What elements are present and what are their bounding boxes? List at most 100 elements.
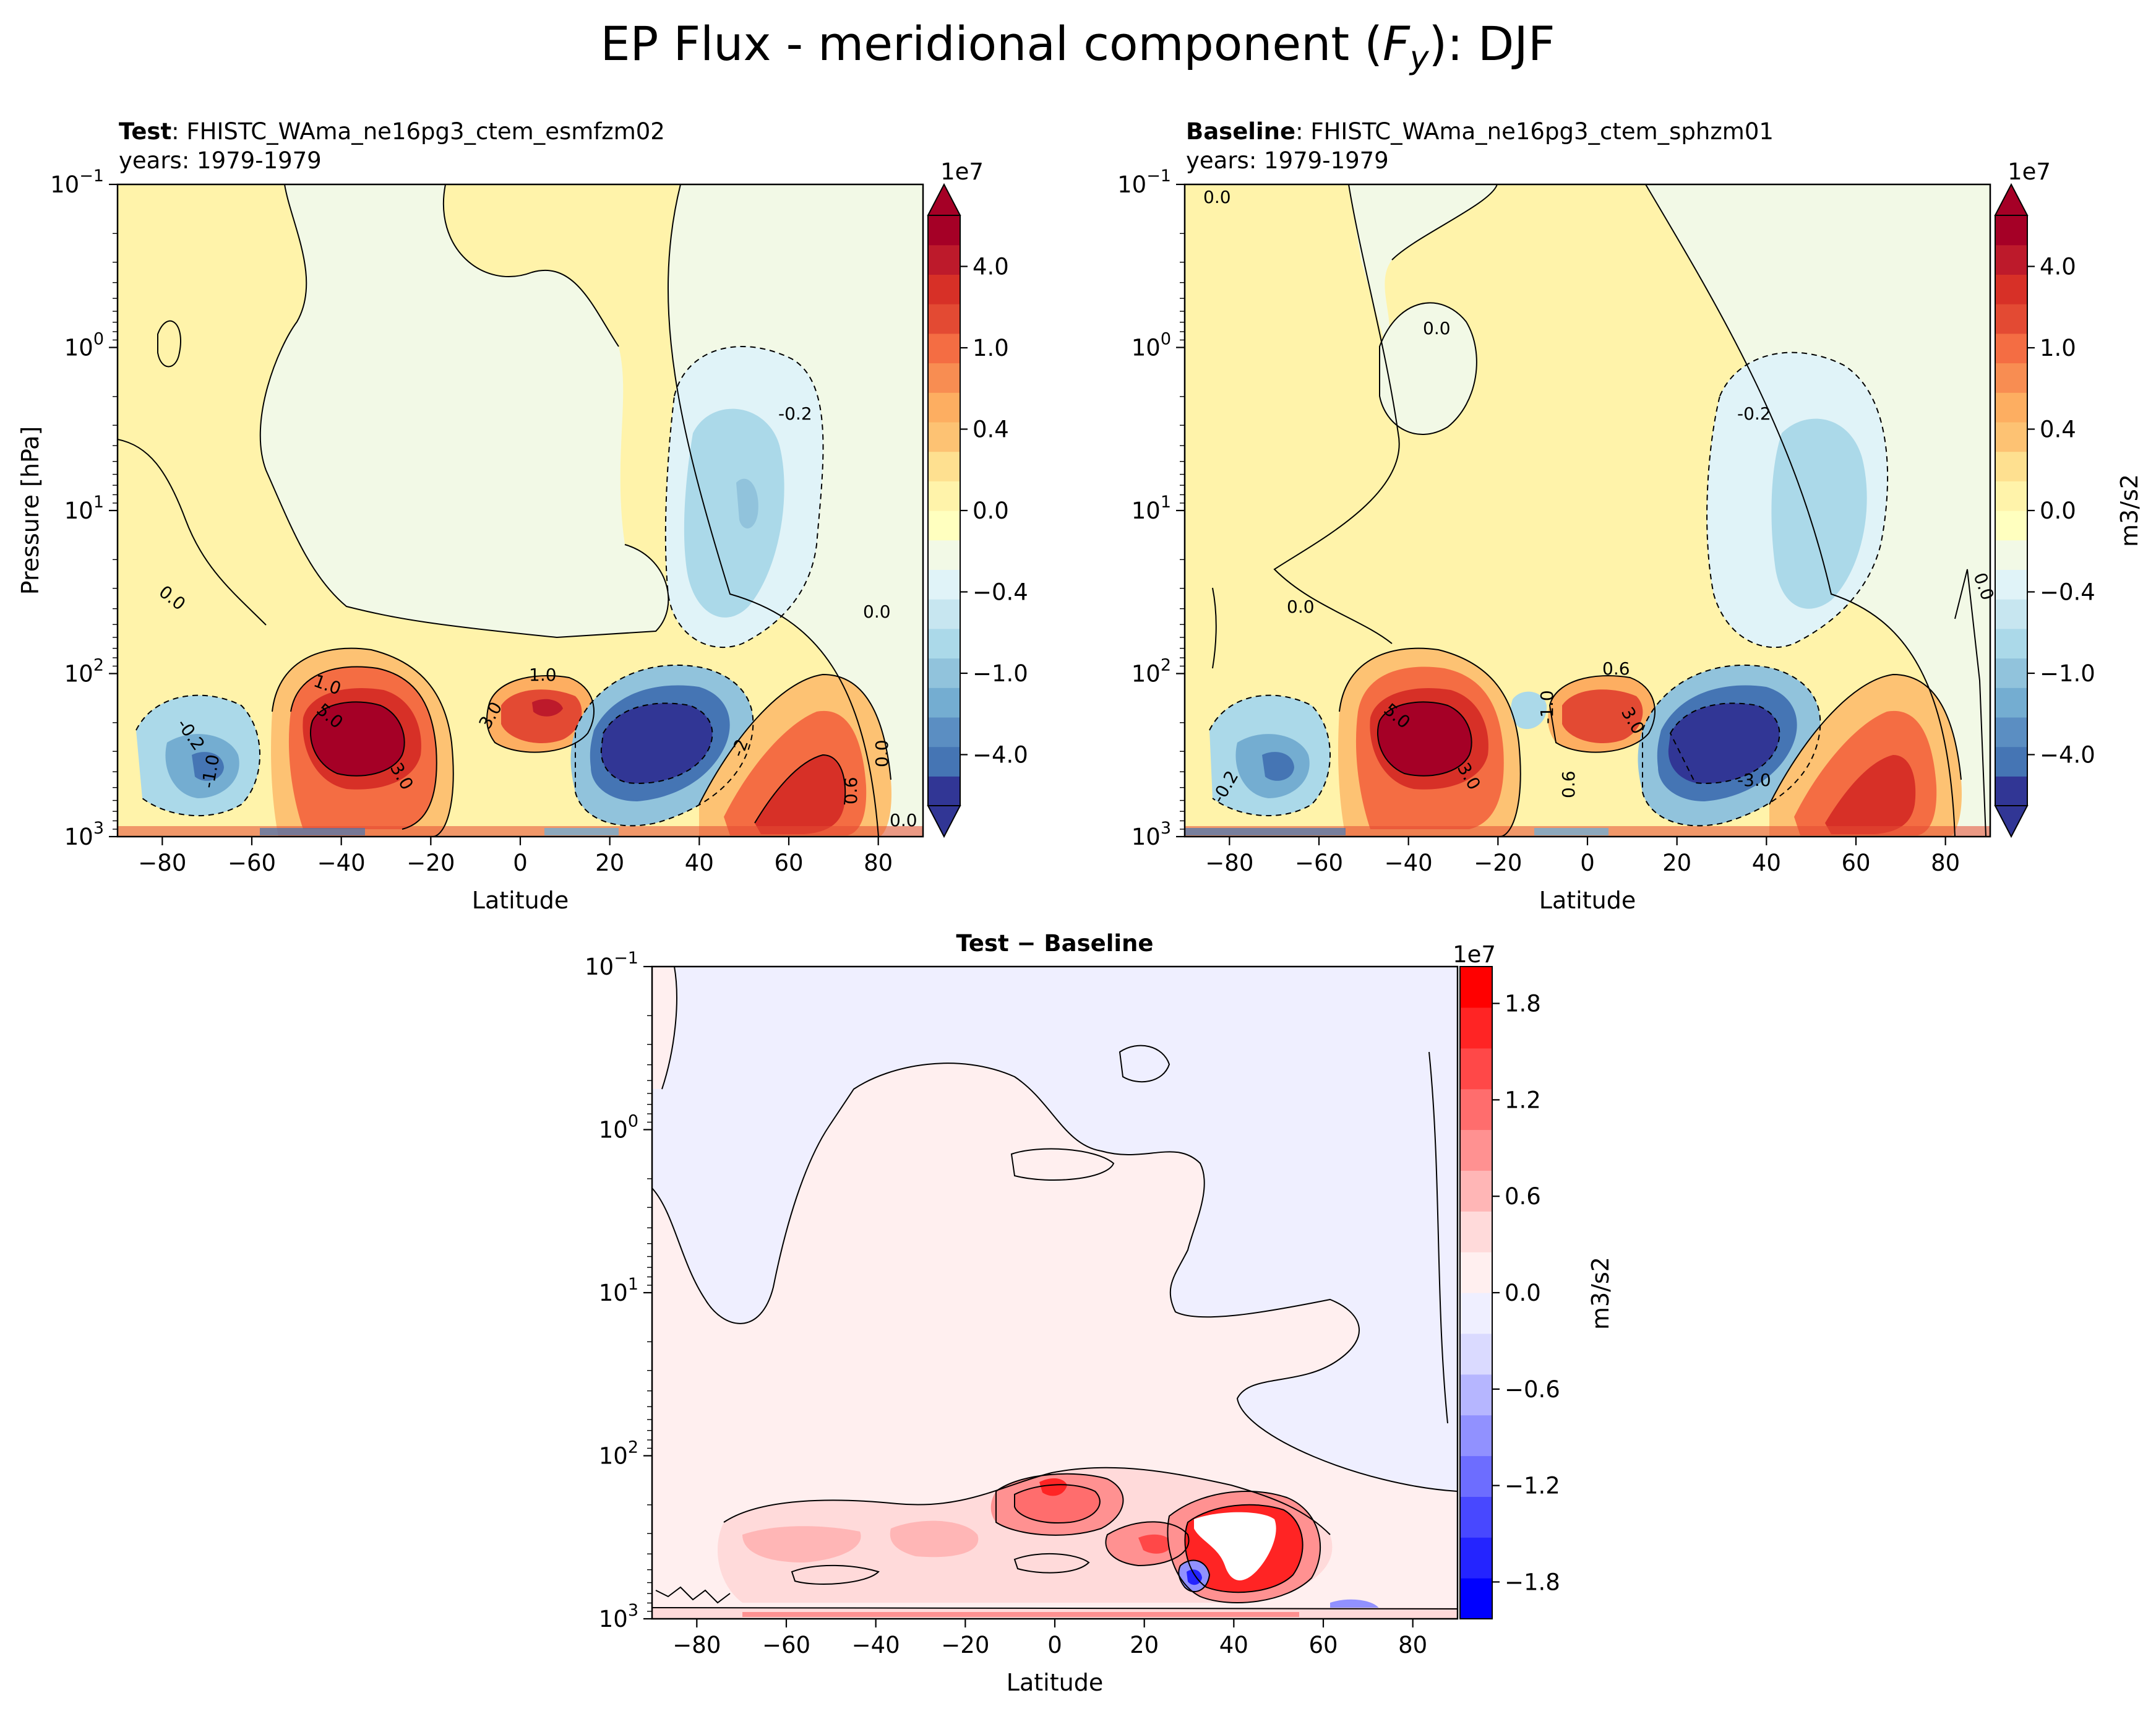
colorbar-tick-label: −0.4: [973, 579, 1028, 605]
x-tick-label: 40: [685, 850, 714, 876]
y-tick-label: 101: [599, 1275, 638, 1306]
colorbar-label: m3/s2: [2116, 474, 2143, 547]
y-tick-label: 103: [1132, 819, 1171, 850]
colorbar-tick-label: 0.0: [2040, 498, 2076, 524]
colorbar-tick-label: 1.0: [2040, 335, 2076, 361]
colorbar-tick-label: −0.6: [1505, 1376, 1560, 1403]
colorbar-tick-label: −4.0: [973, 741, 1028, 768]
x-tick-label: 60: [774, 850, 803, 876]
colorbar-swatch: [1995, 274, 2027, 304]
x-tick-label: −80: [138, 850, 186, 876]
colorbar-swatch: [1995, 481, 2027, 511]
colorbar-swatch: [928, 628, 960, 659]
y-axis-label: Pressure [hPa]: [17, 426, 44, 595]
colorbar-offset: 1e7: [2008, 158, 2051, 185]
colorbar-extend-min: [927, 805, 961, 838]
colorbar-tick-label: 4.0: [973, 254, 1009, 280]
colorbar-tick-label: 1.0: [973, 335, 1009, 361]
x-tick-label: 60: [1308, 1632, 1338, 1658]
colorbar-swatch: [1995, 511, 2027, 541]
x-tick-label: 60: [1841, 850, 1870, 876]
contour-label: 0.6: [841, 777, 861, 804]
colorbar-swatch: [928, 274, 960, 304]
colorbar-offset: 1e7: [1453, 941, 1496, 968]
contour-label: 0.0: [1203, 187, 1231, 207]
colorbar-swatch: [1460, 1088, 1492, 1131]
x-tick-label: −20: [406, 850, 455, 876]
colorbar-swatch: [928, 658, 960, 688]
colorbar-swatch: [1460, 1333, 1492, 1375]
colorbar-swatch: [928, 569, 960, 600]
colorbar-tick-label: −1.8: [1505, 1569, 1560, 1595]
x-axis-label: Latitude: [1539, 887, 1636, 914]
colorbar-swatch: [928, 244, 960, 275]
colorbar-swatch: [1995, 451, 2027, 481]
contour-label: 1.0: [529, 665, 557, 685]
colorbar-swatch: [1995, 687, 2027, 718]
colorbar-swatch: [1995, 776, 2027, 806]
colorbar-tick-label: −1.2: [1505, 1473, 1560, 1499]
x-tick-label: −40: [1385, 850, 1433, 876]
figure-title: EP Flux - meridional component (Fy): DJF: [600, 16, 1555, 77]
panel-title: Baseline: FHISTC_WAma_ne16pg3_ctem_sphzm…: [1186, 118, 1774, 145]
panel-title: Test − Baseline: [956, 930, 1154, 957]
axis-ticks: −80 −60 −40 −20 0 20 40 60 80 10−1 100 101 102 103: [585, 949, 1427, 1658]
colorbar-swatch: [1460, 967, 1492, 1008]
contour-label: 0.0: [863, 601, 891, 622]
contour-label: 0.6: [1558, 770, 1579, 798]
y-tick-label: 102: [1132, 656, 1171, 687]
panel-title: Test: FHISTC_WAma_ne16pg3_ctem_esmfzm02: [119, 118, 665, 145]
colorbar-swatch: [928, 599, 960, 629]
x-tick-label: −60: [762, 1632, 810, 1658]
x-tick-label: 0: [1047, 1632, 1062, 1658]
contour-label: 0.6: [1602, 658, 1630, 679]
colorbar-swatch: [1995, 717, 2027, 748]
colorbar-swatch: [1460, 1170, 1492, 1212]
colorbar-swatch: [928, 687, 960, 718]
colorbar-swatch: [928, 776, 960, 806]
colorbar-label: m3/s2: [1587, 1257, 1614, 1330]
contour-layer: [652, 967, 1458, 1610]
colorbar-swatch: [928, 304, 960, 334]
x-tick-label: 80: [1398, 1632, 1427, 1658]
colorbar-swatch: [1995, 746, 2027, 777]
x-axis-label: Latitude: [472, 887, 569, 914]
y-tick-label: 101: [1132, 493, 1171, 524]
colorbar-swatch: [928, 511, 960, 541]
x-tick-label: −80: [672, 1632, 721, 1658]
colorbar-swatch: [928, 746, 960, 777]
y-tick-label: 10−1: [1117, 166, 1171, 198]
colorbar-swatch: [928, 215, 960, 246]
x-tick-label: −20: [941, 1632, 989, 1658]
x-tick-label: 20: [595, 850, 624, 876]
colorbar-swatch: [1460, 1496, 1492, 1538]
colorbar-swatch: [928, 540, 960, 570]
colorbar-swatch: [928, 333, 960, 364]
y-tick-label: 103: [64, 819, 104, 850]
colorbar-swatch: [1460, 1007, 1492, 1049]
colorbar-tick-label: −1.0: [973, 660, 1028, 687]
axis-ticks: −80 −60 −40 −20 0 20 40 60 80 10−1 100 101 102 103: [50, 166, 893, 876]
colorbar: 1.8 1.2 0.6 0.0 −0.6 −1.2 −1.8: [1459, 966, 1560, 1619]
x-tick-label: −40: [317, 850, 366, 876]
colorbar-tick-label: 0.4: [973, 416, 1009, 443]
x-tick-label: 80: [864, 850, 893, 876]
x-tick-label: −20: [1474, 850, 1522, 876]
contour-label: -3.0: [1737, 770, 1771, 790]
colorbar-swatch: [928, 481, 960, 511]
y-tick-label: 100: [1132, 330, 1171, 361]
colorbar-extend-max: [1994, 183, 2029, 216]
colorbar-offset: 1e7: [940, 158, 984, 185]
field-layer: [652, 967, 1458, 1619]
colorbar-tick-label: 0.0: [973, 498, 1009, 524]
x-tick-label: 40: [1219, 1632, 1248, 1658]
colorbar-swatch: [1995, 244, 2027, 275]
colorbar-tick-label: 0.6: [1505, 1183, 1541, 1210]
colorbar: 4.0 1.0 0.4 0.0 −0.4 −1.0 −4.0: [927, 183, 1028, 838]
x-tick-label: −60: [228, 850, 276, 876]
x-tick-label: 0: [1580, 850, 1595, 876]
axis-ticks: −80 −60 −40 −20 0 20 40 60 80 10−1 100 101 102 103: [1117, 166, 1960, 876]
contour-label: 0.0: [890, 810, 917, 830]
x-tick-label: 80: [1931, 850, 1960, 876]
